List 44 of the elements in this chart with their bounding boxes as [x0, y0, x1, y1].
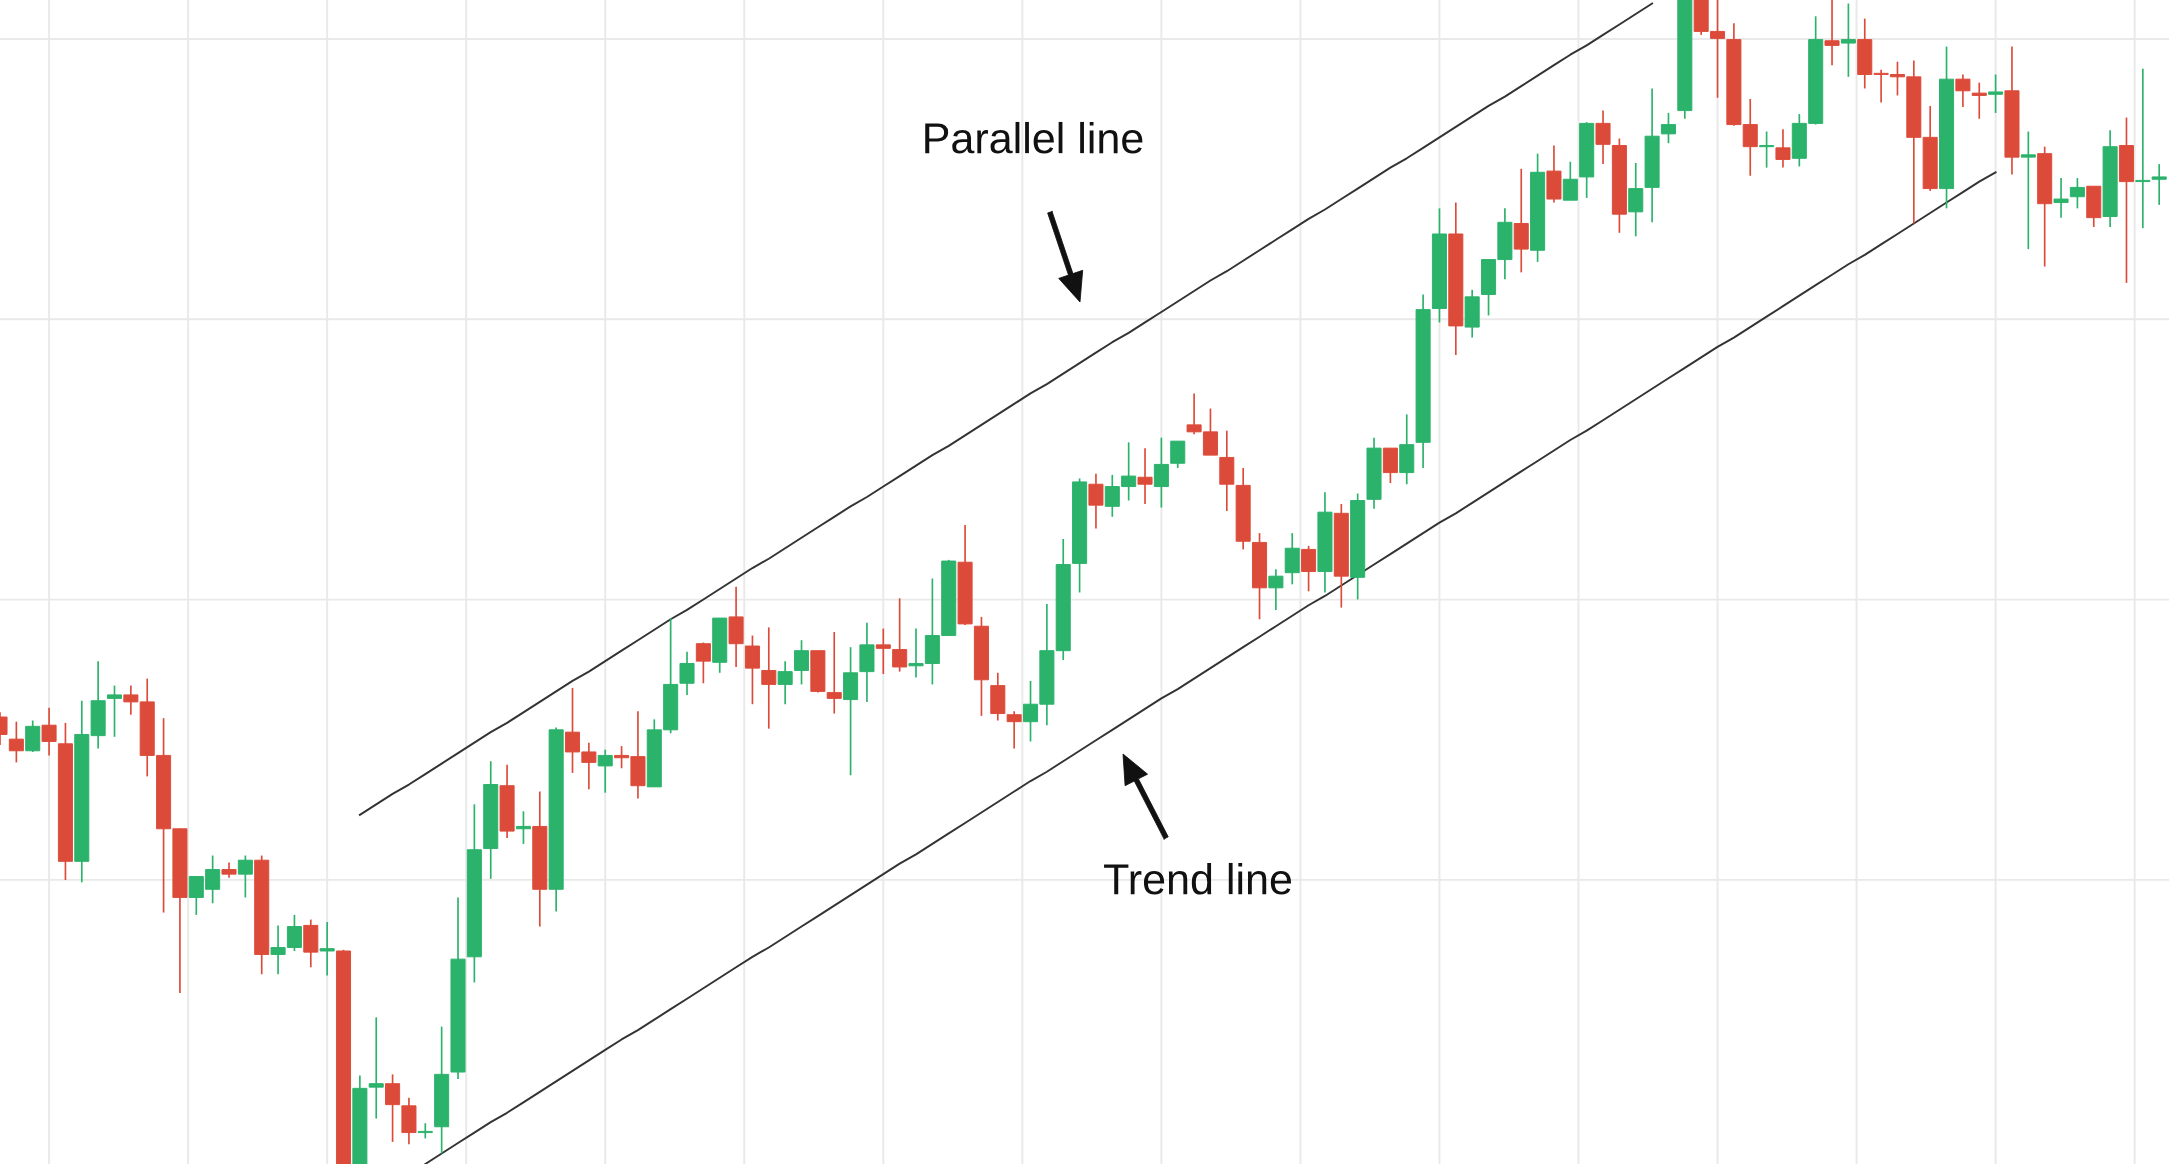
candlestick	[892, 597, 908, 673]
annotation: Parallel line	[925, 121, 1143, 154]
candlestick	[1562, 160, 1578, 202]
candlestick	[2135, 67, 2151, 229]
candlestick	[1988, 73, 2004, 114]
candlestick	[1595, 109, 1611, 165]
candlestick	[237, 854, 253, 899]
candlestick	[1628, 162, 1644, 238]
candlestick	[417, 1122, 433, 1140]
candlestick	[1153, 436, 1169, 509]
candlestick	[106, 684, 123, 738]
candlestick	[826, 631, 842, 715]
candlestick	[1006, 710, 1022, 750]
candlestick	[777, 660, 793, 706]
candlestick	[1088, 472, 1104, 530]
candlestick	[761, 626, 777, 730]
candlestick	[1268, 568, 1284, 611]
candlestick	[2020, 130, 2036, 250]
candlestick	[2053, 177, 2069, 219]
candlestick	[793, 639, 810, 686]
candlestick	[319, 921, 335, 977]
candlestick	[1955, 73, 1971, 108]
candlestick	[597, 748, 613, 794]
candlestick	[385, 1073, 401, 1143]
candlestick	[1971, 81, 1987, 120]
candlestick	[1824, 0, 1840, 67]
candlestick	[1137, 447, 1153, 505]
candlestick	[744, 634, 760, 706]
candlestick	[1759, 130, 1775, 169]
candlestick	[2069, 177, 2085, 210]
candlestick	[368, 1016, 384, 1120]
candlestick	[2151, 163, 2167, 206]
candlestick	[1775, 128, 1791, 169]
candlestick	[679, 651, 695, 696]
candlestick	[1301, 545, 1317, 593]
candlestick	[1840, 2, 1856, 78]
candlestick	[875, 627, 891, 675]
candlestick	[8, 720, 24, 764]
annotation: Trend line	[1104, 862, 1292, 895]
candlestick	[41, 706, 57, 757]
candlestick	[515, 810, 531, 845]
candlestick	[1170, 440, 1186, 469]
candlestick	[695, 641, 711, 685]
candlestick	[1660, 112, 1676, 145]
